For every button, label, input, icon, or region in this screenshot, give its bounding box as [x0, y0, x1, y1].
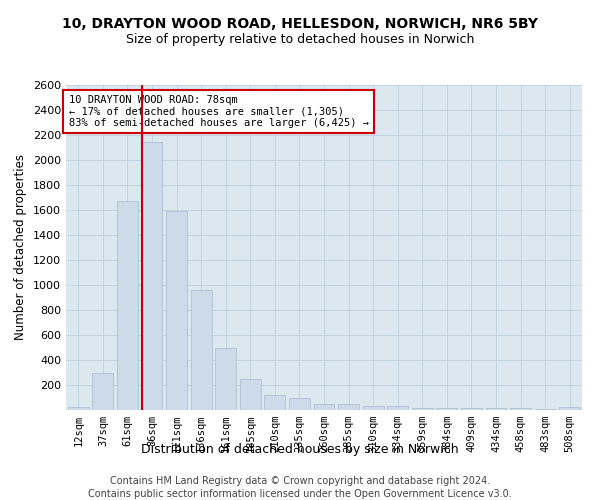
Bar [289, 398, 310, 410]
Bar [265, 395, 286, 410]
Bar [461, 408, 482, 410]
Bar [485, 408, 506, 410]
Bar [117, 201, 138, 410]
Text: Distribution of detached houses by size in Norwich: Distribution of detached houses by size … [141, 442, 459, 456]
Text: Size of property relative to detached houses in Norwich: Size of property relative to detached ho… [126, 32, 474, 46]
Bar [338, 404, 359, 410]
Text: Contains public sector information licensed under the Open Government Licence v3: Contains public sector information licen… [88, 489, 512, 499]
Bar [191, 290, 212, 410]
Bar [215, 348, 236, 410]
Text: 10 DRAYTON WOOD ROAD: 78sqm
← 17% of detached houses are smaller (1,305)
83% of : 10 DRAYTON WOOD ROAD: 78sqm ← 17% of det… [68, 94, 368, 128]
Bar [510, 408, 531, 410]
Bar [92, 372, 113, 410]
Bar [314, 404, 334, 410]
Text: Contains HM Land Registry data © Crown copyright and database right 2024.: Contains HM Land Registry data © Crown c… [110, 476, 490, 486]
Text: 10, DRAYTON WOOD ROAD, HELLESDON, NORWICH, NR6 5BY: 10, DRAYTON WOOD ROAD, HELLESDON, NORWIC… [62, 18, 538, 32]
Bar [559, 407, 580, 410]
Bar [166, 211, 187, 410]
Y-axis label: Number of detached properties: Number of detached properties [14, 154, 28, 340]
Bar [142, 142, 163, 410]
Bar [387, 406, 408, 410]
Bar [362, 406, 383, 410]
Bar [68, 407, 89, 410]
Bar [412, 408, 433, 410]
Bar [436, 408, 457, 410]
Bar [240, 379, 261, 410]
